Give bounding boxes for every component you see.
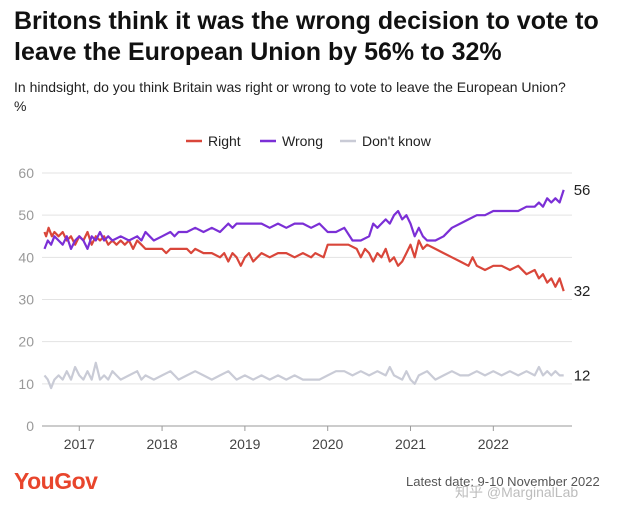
legend-label-don-t-know: Don't know	[362, 133, 432, 149]
chart-subtitle: In hindsight, do you think Britain was r…	[14, 79, 566, 95]
x-tick-label: 2022	[478, 436, 509, 452]
y-tick-label: 20	[18, 334, 34, 350]
y-tick-label: 50	[18, 207, 34, 223]
x-axis: 2017 2018 2019 2020 2021 2022	[64, 426, 509, 452]
y-axis: 0 10 20 30 40 50 60	[18, 165, 34, 434]
end-labels: 32 56 12	[574, 182, 591, 385]
x-tick-label: 2020	[312, 436, 343, 452]
end-label-right: 32	[574, 283, 591, 300]
x-tick-label: 2017	[64, 436, 95, 452]
x-tick-label: 2018	[147, 436, 178, 452]
legend: Right Wrong Don't know	[186, 133, 432, 149]
y-tick-label: 60	[18, 165, 34, 181]
y-tick-label: 10	[18, 376, 34, 392]
series-line-don-t-know	[43, 361, 564, 390]
source-date: Latest date: 9-10 November 2022	[406, 474, 600, 489]
watermark: 知乎 @MarginalLab	[455, 484, 579, 500]
y-tick-label: 0	[26, 418, 34, 434]
series-line-wrong	[43, 189, 565, 250]
legend-label-wrong: Wrong	[282, 133, 323, 149]
y-tick-label: 30	[18, 292, 34, 308]
x-tick-label: 2019	[229, 436, 260, 452]
legend-label-right: Right	[208, 133, 241, 149]
end-label-wrong: 56	[574, 182, 591, 199]
yougov-logo: YouGov	[14, 468, 98, 494]
series-line-right	[43, 226, 565, 292]
chart-title: Britons think it was the wrong decision …	[14, 7, 599, 66]
end-label-don-t-know: 12	[574, 367, 591, 384]
series-lines	[43, 189, 565, 390]
y-tick-label: 40	[18, 249, 34, 265]
x-tick-label: 2021	[395, 436, 426, 452]
unit-label: %	[14, 98, 27, 114]
